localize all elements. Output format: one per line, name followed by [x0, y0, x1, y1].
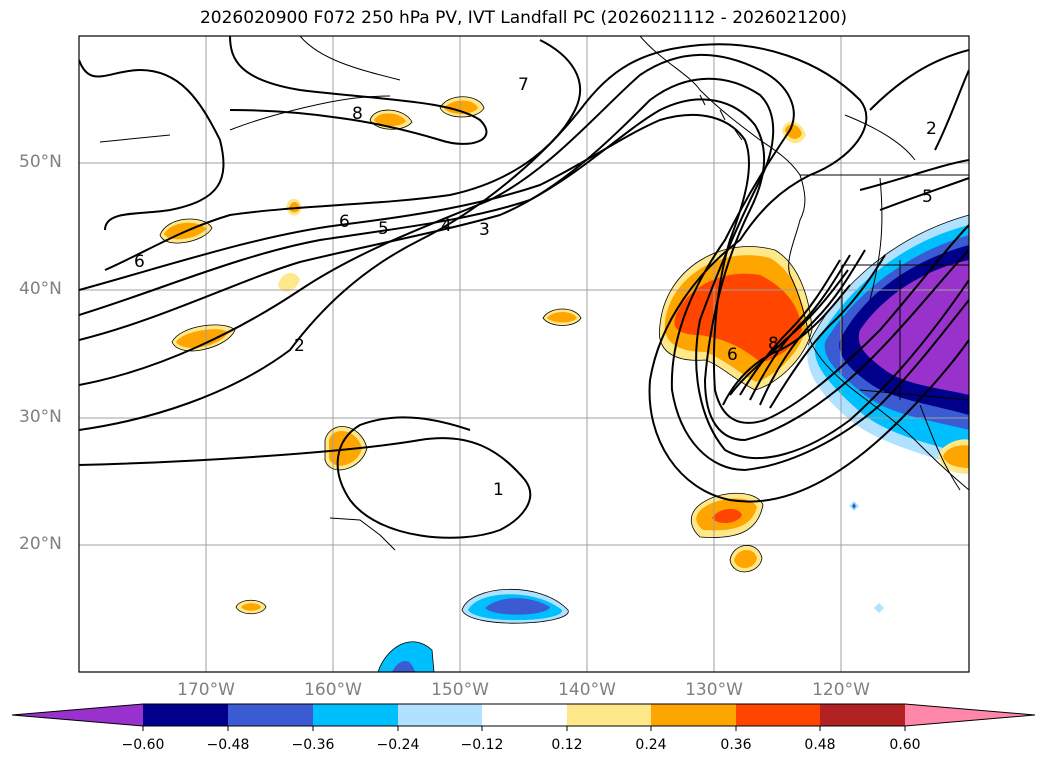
- lat-label: 20°N: [19, 534, 62, 554]
- contour-label: 8: [768, 334, 779, 354]
- lon-label: 140°W: [558, 680, 616, 700]
- colorbar-tick-label: 0.36: [720, 737, 752, 753]
- colorbar-tick-label: −0.36: [291, 737, 335, 753]
- colorbar: [11, 703, 1036, 731]
- contour-label: 6: [134, 252, 145, 272]
- colorbar-segment: [820, 704, 905, 726]
- colorbar-segment: [228, 704, 313, 726]
- colorbar-segment: [313, 704, 398, 726]
- colorbar-segment: [12, 704, 143, 726]
- contour-label: 2: [926, 119, 937, 139]
- map-frame: [78, 35, 970, 673]
- colorbar-tick-label: 0.48: [804, 737, 836, 753]
- colorbar-tick-label: −0.24: [376, 737, 420, 753]
- colorbar-tick-label: 0.60: [889, 737, 921, 753]
- small-negative-dots: [849, 501, 884, 613]
- colorbar-segment: [482, 704, 567, 726]
- anomaly-outlines: [159, 96, 969, 672]
- colorbar-segment: [651, 704, 736, 726]
- lon-label: 130°W: [685, 680, 743, 700]
- lon-label: 170°W: [177, 680, 235, 700]
- colorbar-tick-label: 0.12: [551, 737, 583, 753]
- lon-label: 160°W: [304, 680, 362, 700]
- contour-label: 3: [479, 220, 490, 240]
- colorbar-segment: [143, 704, 228, 726]
- lat-label: 30°N: [19, 407, 62, 427]
- contour-label: 7: [518, 75, 529, 95]
- colorbar-segment: [567, 704, 651, 726]
- negative-anomaly-south: [378, 589, 569, 672]
- pv-contours: [79, 36, 969, 539]
- colorbar-tick-label: 0.24: [635, 737, 667, 753]
- colorbar-segment: [905, 704, 1035, 726]
- contour-label: 4: [441, 216, 452, 236]
- contour-label: 6: [339, 212, 350, 232]
- contour-labels: 8 7 6 5 4 3 2 1 6 5 2 6 8: [134, 75, 937, 500]
- colorbar-segment: [736, 704, 820, 726]
- contour-label: 1: [493, 480, 504, 500]
- lon-label: 150°W: [431, 680, 489, 700]
- colorbar-segment: [398, 704, 482, 726]
- colorbar-tick-label: −0.48: [206, 737, 250, 753]
- positive-anomaly-main: [659, 246, 812, 390]
- contour-label: 6: [727, 345, 738, 365]
- contour-label: 2: [294, 336, 305, 356]
- lat-label: 40°N: [19, 279, 62, 299]
- lat-label: 50°N: [19, 152, 62, 172]
- contour-label: 8: [352, 104, 363, 124]
- contour-label: 5: [922, 187, 933, 207]
- colorbar-tick-label: −0.60: [121, 737, 165, 753]
- map-area: 8 7 6 5 4 3 2 1 6 5 2 6 8: [79, 36, 969, 672]
- contour-label: 5: [378, 219, 389, 239]
- map-title: 2026020900 F072 250 hPa PV, IVT Landfall…: [199, 8, 847, 28]
- negative-anomaly-main: [807, 215, 969, 470]
- lon-label: 120°W: [812, 680, 870, 700]
- colorbar-tick-label: −0.12: [460, 737, 504, 753]
